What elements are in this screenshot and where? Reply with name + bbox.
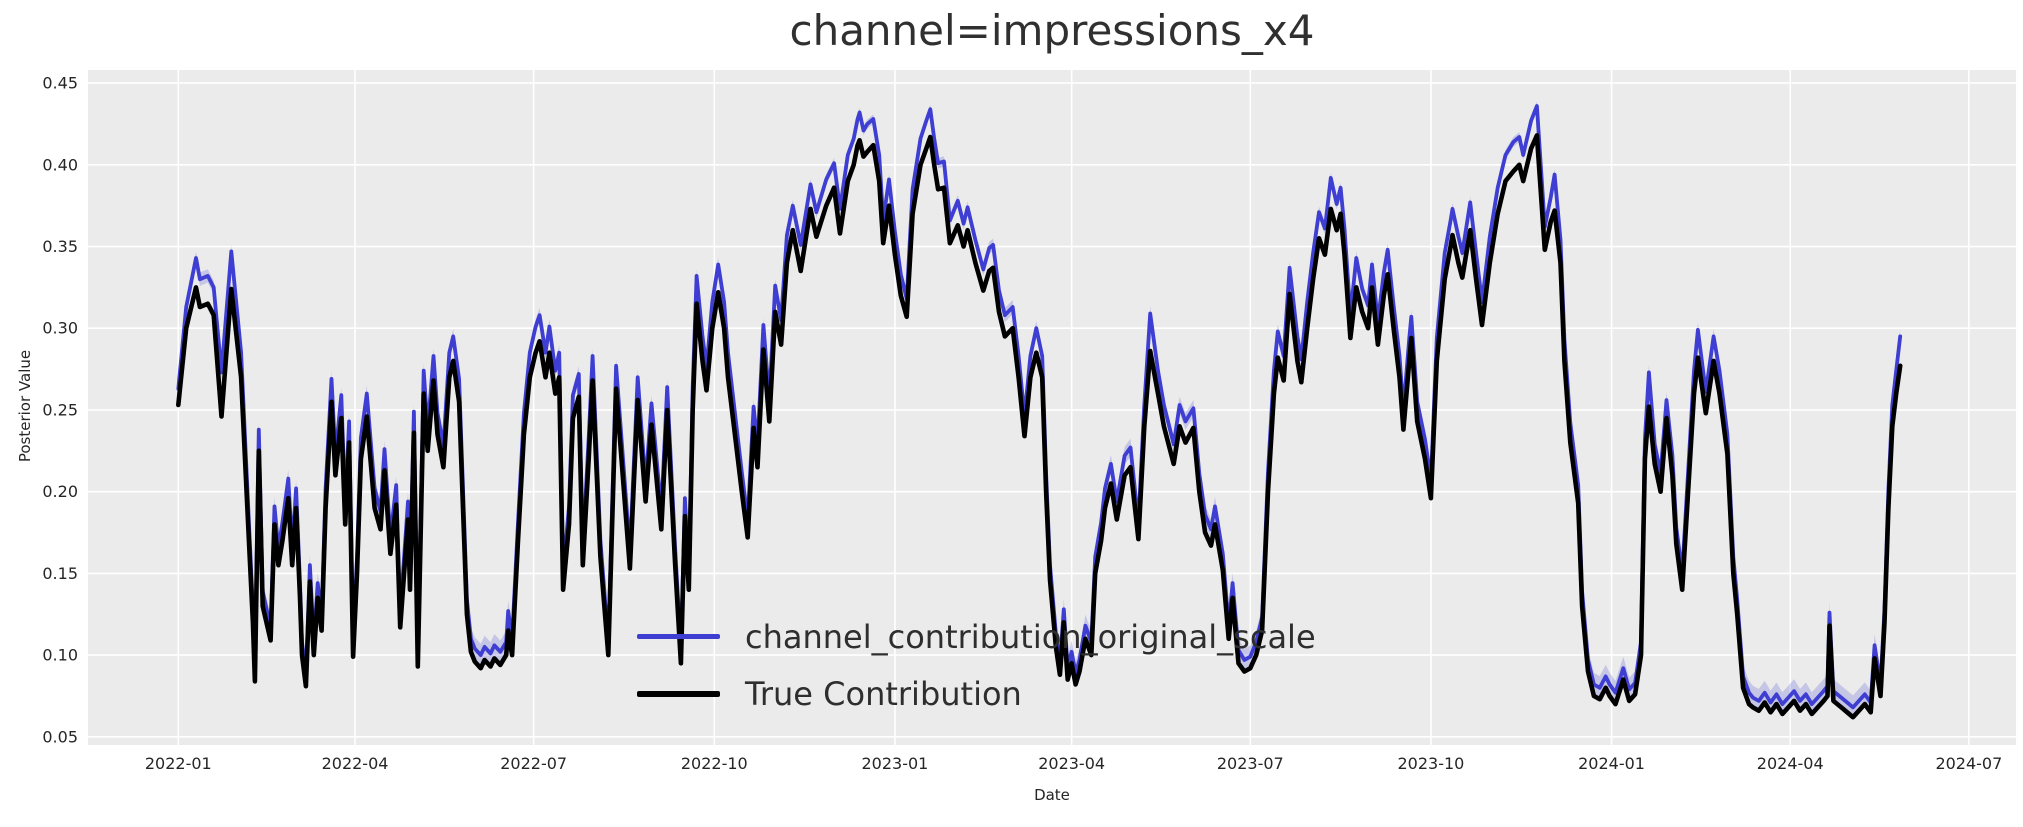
- y-tick-label: 0.05: [42, 727, 78, 746]
- x-tick-labels: 2022-01 2022-04 2022-07 2022-10 2023-01 2023-…: [145, 754, 2002, 773]
- x-tick-label: 2023-10: [1397, 754, 1464, 773]
- y-tick-label: 0.15: [42, 564, 78, 583]
- y-tick-label: 0.45: [42, 74, 78, 93]
- y-tick-label: 0.35: [42, 237, 78, 256]
- x-tick-label: 2024-04: [1757, 754, 1824, 773]
- true-contribution-line: [176, 133, 1903, 720]
- legend-label-true: True Contribution: [745, 674, 1022, 713]
- y-tick-label: 0.20: [42, 482, 78, 501]
- x-tick-label: 2022-04: [322, 754, 389, 773]
- legend-line-swatch-true: [637, 690, 720, 697]
- chart-title: channel=impressions_x4: [789, 6, 1315, 55]
- y-tick-labels: 0.05 0.10 0.15 0.20 0.25 0.30 0.35 0.40 0.45: [42, 74, 78, 747]
- x-tick-label: 2022-07: [500, 754, 567, 773]
- legend: channel_contribution_original_scale True…: [637, 608, 1316, 722]
- x-tick-label: 2022-10: [681, 754, 748, 773]
- y-tick-label: 0.25: [42, 400, 78, 419]
- x-tick-label: 2023-04: [1038, 754, 1105, 773]
- y-tick-label: 0.40: [42, 155, 78, 174]
- y-tick-label: 0.30: [42, 319, 78, 338]
- legend-label-estimated: channel_contribution_original_scale: [745, 617, 1316, 656]
- legend-entry-estimated: channel_contribution_original_scale: [637, 608, 1316, 665]
- x-tick-label: 2023-07: [1217, 754, 1284, 773]
- y-tick-label: 0.10: [42, 646, 78, 665]
- x-tick-label: 2023-01: [862, 754, 929, 773]
- legend-line-swatch-estimated: [637, 634, 720, 639]
- x-tick-label: 2022-01: [145, 754, 212, 773]
- x-tick-label: 2024-01: [1578, 754, 1645, 773]
- x-axis-label: Date: [1034, 786, 1070, 804]
- y-axis-label: Posterior Value: [16, 349, 34, 463]
- legend-entry-true: True Contribution: [637, 665, 1316, 722]
- x-tick-label: 2024-07: [1935, 754, 2002, 773]
